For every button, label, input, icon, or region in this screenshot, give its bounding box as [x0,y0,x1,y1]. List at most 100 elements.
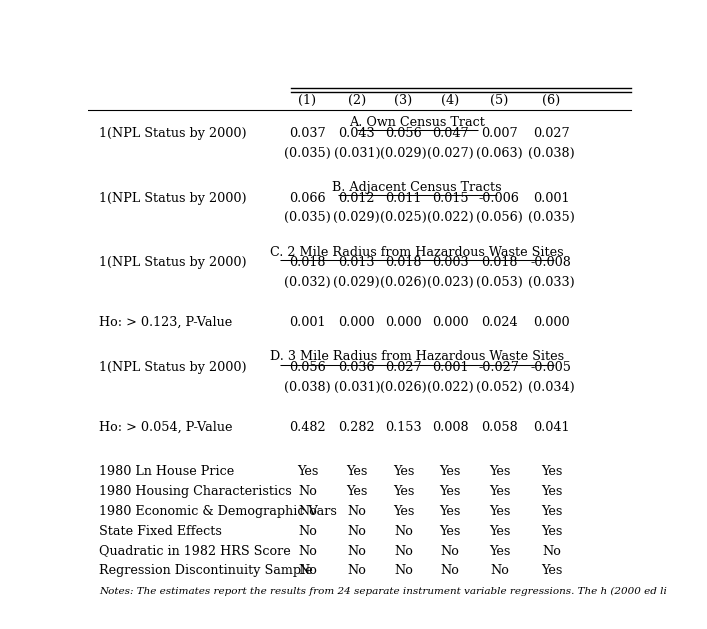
Text: No: No [347,564,366,577]
Text: 0.056: 0.056 [385,126,422,140]
Text: (0.052): (0.052) [476,381,522,394]
Text: 0.027: 0.027 [385,361,422,374]
Text: State Fixed Effects: State Fixed Effects [99,525,222,538]
Text: 0.000: 0.000 [432,316,468,329]
Text: No: No [394,545,413,557]
Text: 0.066: 0.066 [289,191,326,204]
Text: Regression Discontinuity Sample: Regression Discontinuity Sample [99,564,313,577]
Text: 0.012: 0.012 [339,191,375,204]
Text: (0.027): (0.027) [426,147,474,160]
Text: 0.018: 0.018 [385,257,421,269]
Text: -0.027: -0.027 [479,361,520,374]
Text: 0.027: 0.027 [533,126,570,140]
Text: (0.056): (0.056) [476,211,522,225]
Text: Ho: > 0.054, P-Value: Ho: > 0.054, P-Value [99,421,233,433]
Text: No: No [542,545,561,557]
Text: 0.056: 0.056 [289,361,326,374]
Text: No: No [440,564,460,577]
Text: Yes: Yes [393,505,414,518]
Text: (0.035): (0.035) [284,211,331,225]
Text: Notes: The estimates report the results from 24 separate instrument variable reg: Notes: The estimates report the results … [99,587,667,596]
Text: 0.058: 0.058 [481,421,518,433]
Text: 0.036: 0.036 [339,361,375,374]
Text: (2): (2) [348,94,366,107]
Text: 0.018: 0.018 [481,257,518,269]
Text: 0.003: 0.003 [432,257,468,269]
Text: 0.001: 0.001 [533,191,570,204]
Text: No: No [298,564,317,577]
Text: 0.001: 0.001 [432,361,468,374]
Text: Yes: Yes [393,485,414,498]
Text: Yes: Yes [541,564,562,577]
Text: 1(NPL Status by 2000): 1(NPL Status by 2000) [99,361,247,374]
Text: Yes: Yes [393,465,414,478]
Text: No: No [394,564,413,577]
Text: (0.031): (0.031) [334,381,380,394]
Text: No: No [298,485,317,498]
Text: Yes: Yes [346,465,368,478]
Text: (0.022): (0.022) [426,381,474,394]
Text: 1980 Economic & Demographic Vars: 1980 Economic & Demographic Vars [99,505,337,518]
Text: 0.482: 0.482 [289,421,326,433]
Text: -0.005: -0.005 [531,361,572,374]
Text: (0.032): (0.032) [284,276,331,289]
Text: Yes: Yes [541,505,562,518]
Text: 0.000: 0.000 [533,316,570,329]
Text: Yes: Yes [297,465,318,478]
Text: A. Own Census Tract: A. Own Census Tract [349,116,485,129]
Text: (0.029): (0.029) [334,211,380,225]
Text: (0.025): (0.025) [380,211,427,225]
Text: Ho: > 0.123, P-Value: Ho: > 0.123, P-Value [99,316,233,329]
Text: 0.008: 0.008 [432,421,468,433]
Text: (0.023): (0.023) [426,276,474,289]
Text: Yes: Yes [439,465,461,478]
Text: Yes: Yes [439,485,461,498]
Text: 1(NPL Status by 2000): 1(NPL Status by 2000) [99,257,247,269]
Text: 1980 Ln House Price: 1980 Ln House Price [99,465,235,478]
Text: Yes: Yes [489,465,510,478]
Text: (0.063): (0.063) [476,147,522,160]
Text: Yes: Yes [346,485,368,498]
Text: (0.026): (0.026) [380,276,427,289]
Text: (0.053): (0.053) [476,276,522,289]
Text: 0.041: 0.041 [533,421,570,433]
Text: 0.007: 0.007 [481,126,518,140]
Text: Yes: Yes [541,465,562,478]
Text: 0.153: 0.153 [385,421,422,433]
Text: Yes: Yes [541,525,562,538]
Text: D. 3 Mile Radius from Hazardous Waste Sites: D. 3 Mile Radius from Hazardous Waste Si… [270,350,564,364]
Text: Yes: Yes [489,525,510,538]
Text: (3): (3) [395,94,413,107]
Text: Yes: Yes [489,545,510,557]
Text: 1980 Housing Characteristics: 1980 Housing Characteristics [99,485,292,498]
Text: Yes: Yes [439,505,461,518]
Text: No: No [440,545,460,557]
Text: 0.015: 0.015 [432,191,468,204]
Text: Yes: Yes [489,505,510,518]
Text: (0.034): (0.034) [528,381,575,394]
Text: No: No [347,525,366,538]
Text: 0.047: 0.047 [432,126,468,140]
Text: Yes: Yes [489,485,510,498]
Text: 0.024: 0.024 [481,316,518,329]
Text: (0.038): (0.038) [284,381,331,394]
Text: (0.033): (0.033) [528,276,575,289]
Text: (0.029): (0.029) [380,147,427,160]
Text: (4): (4) [441,94,459,107]
Text: (1): (1) [298,94,317,107]
Text: (0.035): (0.035) [528,211,575,225]
Text: 1(NPL Status by 2000): 1(NPL Status by 2000) [99,126,247,140]
Text: -0.006: -0.006 [479,191,520,204]
Text: No: No [394,525,413,538]
Text: (5): (5) [490,94,508,107]
Text: 0.037: 0.037 [289,126,326,140]
Text: -0.008: -0.008 [531,257,572,269]
Text: 0.282: 0.282 [339,421,375,433]
Text: 0.000: 0.000 [339,316,375,329]
Text: 0.043: 0.043 [339,126,375,140]
Text: C. 2 Mile Radius from Hazardous Waste Sites: C. 2 Mile Radius from Hazardous Waste Si… [270,246,564,259]
Text: Yes: Yes [541,485,562,498]
Text: B. Adjacent Census Tracts: B. Adjacent Census Tracts [332,181,502,194]
Text: (0.022): (0.022) [426,211,474,225]
Text: (0.035): (0.035) [284,147,331,160]
